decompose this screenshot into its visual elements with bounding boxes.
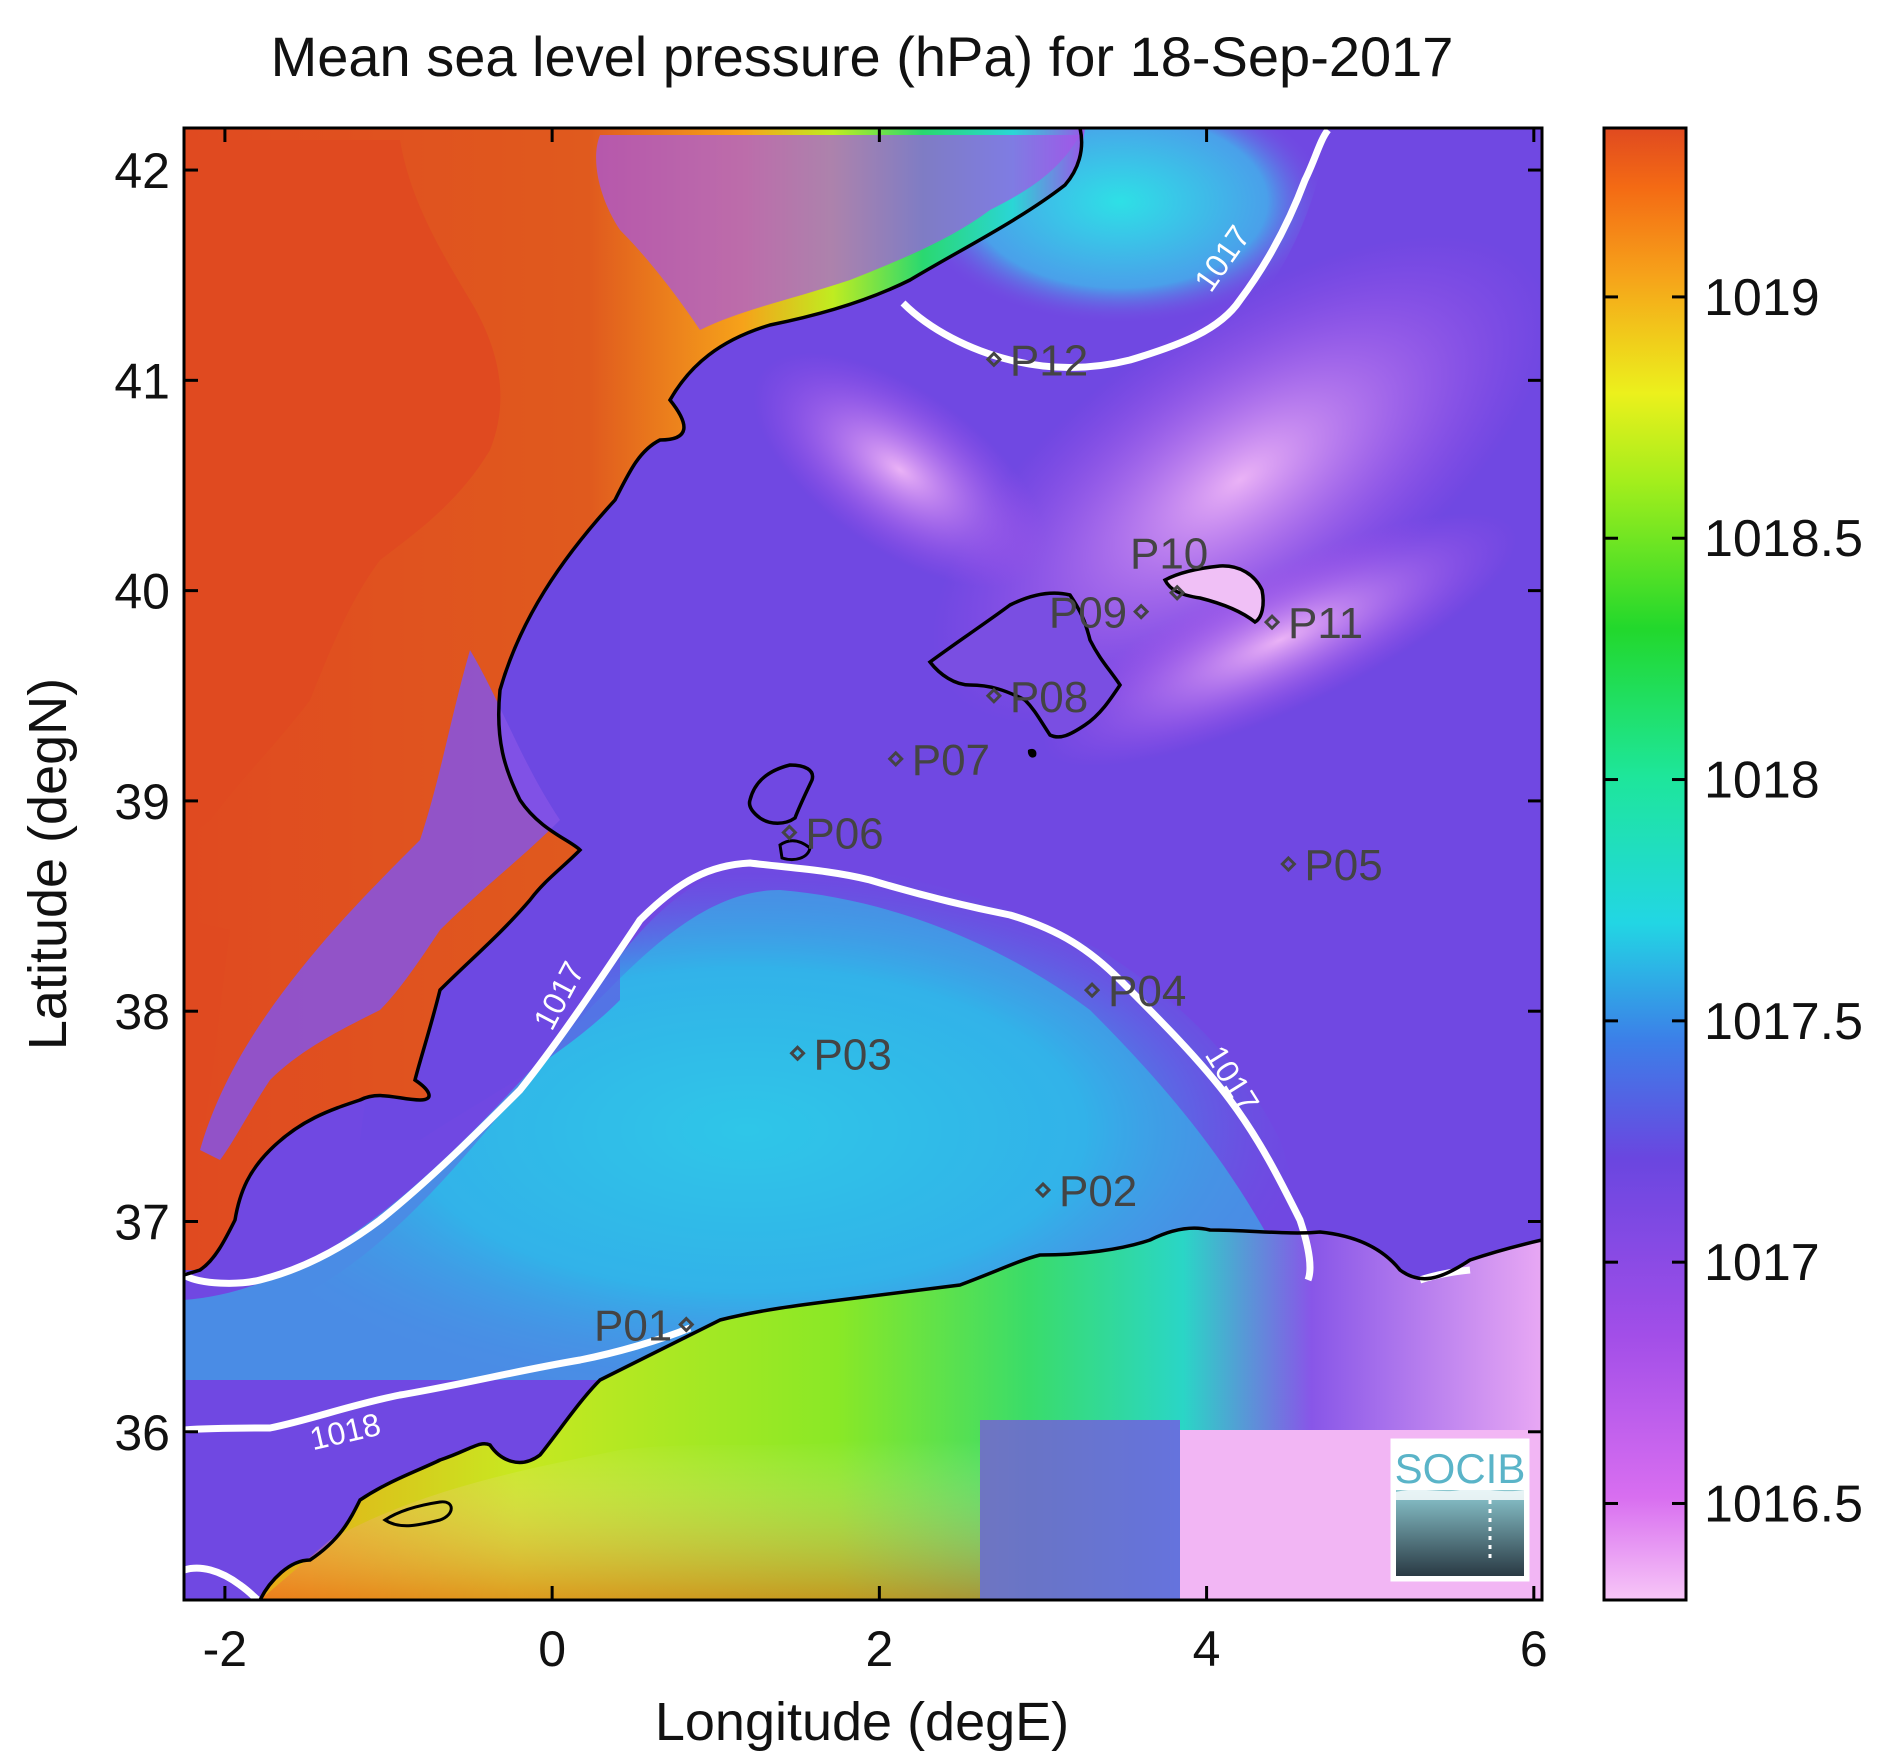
station-marker <box>1280 855 1297 873</box>
station-marker <box>1083 982 1101 999</box>
coastline-iberia <box>184 128 1084 1277</box>
colorbar-tick-label: 1017 <box>1704 1234 1820 1292</box>
socib-logo: SOCIB <box>1390 1438 1530 1582</box>
high-pressure-band-east <box>1042 513 1518 767</box>
station-label: P06 <box>805 809 883 858</box>
station-marker <box>1133 603 1150 620</box>
land-iberia-south-red <box>184 920 230 1130</box>
station-label: P08 <box>1010 673 1088 722</box>
y-axis-label: Latitude (degN) <box>18 678 78 1050</box>
station-label: P03 <box>814 1030 892 1079</box>
chart-title: Mean sea level pressure (hPa) for 18-Sep… <box>271 25 1454 88</box>
station-label: P11 <box>1288 599 1363 648</box>
y-tick-label: 36 <box>114 1405 170 1461</box>
socib-logo-panel <box>1396 1490 1524 1576</box>
station-label: P07 <box>912 736 990 785</box>
colorbar-tick-label: 1019 <box>1704 269 1820 327</box>
contour-1018-sw <box>184 1564 261 1600</box>
colorbar-gradient <box>1602 126 1688 1602</box>
station-label: P02 <box>1059 1167 1137 1216</box>
station-label: P12 <box>1010 336 1088 385</box>
high-pressure-band-north <box>931 235 1542 725</box>
station-label: P01 <box>594 1302 672 1351</box>
island-mallorca <box>927 591 1123 739</box>
y-tick-label: 39 <box>114 774 170 830</box>
map-plot-area <box>184 128 1542 1600</box>
x-axis-ticks: -2 0 2 4 6 <box>203 128 1548 1677</box>
contour-1017-south <box>184 859 1314 1287</box>
x-tick-label: 4 <box>1193 1621 1221 1677</box>
colorbar-tick-label: 1017.5 <box>1704 993 1863 1051</box>
colorbar-tick-label: 1018.5 <box>1704 510 1863 568</box>
contour-1018 <box>184 1324 692 1434</box>
y-tick-label: 40 <box>114 564 170 620</box>
land-iberia-ne-purple <box>596 135 1080 330</box>
high-pressure-band-center <box>753 352 1047 588</box>
land-iberia-coastal-purple <box>200 650 560 1160</box>
station-marker <box>1034 1181 1052 1199</box>
contour-1017-north <box>900 128 1331 371</box>
y-tick-label: 37 <box>114 1194 170 1250</box>
island-formentera <box>778 839 812 862</box>
x-tick-label: 6 <box>1520 1621 1548 1677</box>
land-iberia-plateau <box>184 140 501 840</box>
coastline-north-africa <box>258 1226 1542 1600</box>
station-marker <box>985 687 1003 704</box>
station-label: P10 <box>1130 530 1208 579</box>
station-marker <box>887 750 904 767</box>
station-marker <box>1263 614 1281 631</box>
station-marker <box>678 1316 695 1333</box>
x-tick-label: 0 <box>538 1621 566 1677</box>
coastline-sebkha <box>382 1500 453 1528</box>
plot-frame <box>182 126 1544 1602</box>
station-marker <box>1169 584 1186 601</box>
station-marker <box>985 351 1003 368</box>
socib-logo-text: SOCIB <box>1395 1445 1526 1492</box>
island-ibiza <box>747 763 815 825</box>
station-label: P05 <box>1304 841 1382 890</box>
x-axis-label: Longitude (degE) <box>655 1692 1069 1752</box>
y-tick-label: 41 <box>114 353 170 409</box>
colorbar-tick-label: 1018 <box>1704 752 1820 810</box>
x-tick-label: 2 <box>865 1621 893 1677</box>
colorbar: 1016.5 1017 1017.5 1018 1018.5 1019 <box>1602 126 1863 1602</box>
colorbar-tick-label: 1016.5 <box>1704 1475 1863 1533</box>
socib-logo-wave <box>1396 1488 1524 1500</box>
y-tick-label: 42 <box>114 143 170 199</box>
station-marker <box>789 1045 806 1062</box>
x-tick-label: -2 <box>203 1621 247 1677</box>
land-north-africa-relief <box>260 1440 980 1600</box>
y-tick-label: 38 <box>114 984 170 1040</box>
south-basin-core <box>184 890 1270 1380</box>
y-axis-ticks: 36 37 38 39 40 41 42 <box>114 143 1542 1461</box>
land-atlas-purple <box>980 1420 1180 1600</box>
island-cabrera <box>1027 748 1037 758</box>
island-menorca <box>1162 564 1265 625</box>
station-marker <box>781 824 798 841</box>
station-label: P09 <box>1049 589 1127 638</box>
station-label: P04 <box>1108 967 1186 1016</box>
colorbar-ticks: 1016.5 1017 1017.5 1018 1018.5 1019 <box>1604 269 1863 1533</box>
